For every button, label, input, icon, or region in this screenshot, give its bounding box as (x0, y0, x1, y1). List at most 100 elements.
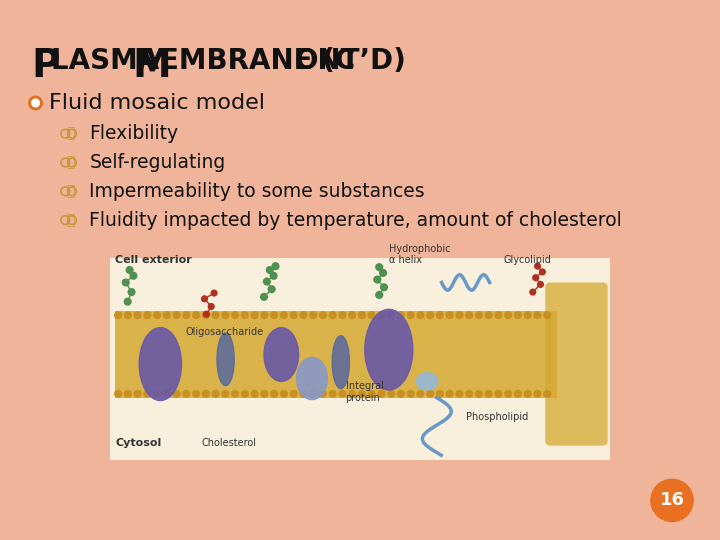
Circle shape (251, 312, 258, 319)
Circle shape (381, 284, 387, 291)
Circle shape (281, 390, 287, 397)
Circle shape (271, 390, 277, 397)
Circle shape (300, 390, 307, 397)
Circle shape (202, 390, 210, 397)
Ellipse shape (139, 328, 181, 401)
Text: 16: 16 (660, 491, 685, 509)
Text: M: M (133, 48, 171, 85)
Text: ⦿: ⦿ (66, 156, 74, 170)
Circle shape (261, 294, 267, 300)
Circle shape (397, 312, 404, 319)
Circle shape (193, 312, 199, 319)
Circle shape (524, 390, 531, 397)
Circle shape (376, 264, 382, 271)
Circle shape (408, 390, 414, 397)
Circle shape (163, 312, 170, 319)
Circle shape (208, 303, 214, 309)
Circle shape (222, 312, 229, 319)
Circle shape (211, 290, 217, 296)
Circle shape (32, 99, 40, 107)
FancyBboxPatch shape (545, 282, 608, 446)
Circle shape (530, 289, 536, 295)
Circle shape (183, 390, 189, 397)
Circle shape (122, 279, 129, 286)
Ellipse shape (217, 333, 234, 386)
Text: Cytosol: Cytosol (115, 438, 161, 448)
Circle shape (476, 390, 482, 397)
Circle shape (378, 312, 384, 319)
Circle shape (154, 390, 161, 397)
Ellipse shape (417, 373, 438, 390)
Circle shape (485, 312, 492, 319)
Circle shape (388, 312, 395, 319)
Circle shape (134, 312, 141, 319)
Circle shape (114, 390, 122, 397)
Circle shape (290, 390, 297, 397)
Circle shape (202, 296, 207, 302)
Circle shape (114, 312, 122, 319)
Circle shape (359, 312, 365, 319)
Circle shape (505, 390, 511, 397)
Circle shape (378, 390, 384, 397)
Circle shape (544, 390, 551, 397)
Circle shape (495, 390, 502, 397)
Circle shape (408, 312, 414, 319)
Text: P: P (32, 48, 60, 85)
Circle shape (374, 276, 381, 283)
Circle shape (300, 312, 307, 319)
Circle shape (539, 269, 545, 275)
Circle shape (174, 312, 180, 319)
Text: Fluid mosaic model: Fluid mosaic model (49, 93, 265, 113)
Circle shape (174, 390, 180, 397)
Text: Glycolipid: Glycolipid (504, 255, 552, 265)
Circle shape (310, 390, 317, 397)
Text: LASMA: LASMA (51, 48, 169, 75)
Circle shape (369, 312, 375, 319)
Circle shape (241, 312, 248, 319)
Circle shape (261, 390, 268, 397)
Circle shape (339, 390, 346, 397)
Circle shape (329, 390, 336, 397)
Circle shape (388, 390, 395, 397)
Circle shape (128, 289, 135, 295)
Circle shape (251, 390, 258, 397)
Text: EMBRANE (C: EMBRANE (C (160, 48, 355, 75)
Circle shape (126, 267, 133, 273)
Text: ⦿: ⦿ (66, 127, 74, 141)
Ellipse shape (264, 328, 299, 381)
Circle shape (524, 312, 531, 319)
Circle shape (427, 312, 433, 319)
Circle shape (134, 390, 141, 397)
Circle shape (476, 312, 482, 319)
Text: Flexibility: Flexibility (89, 124, 179, 143)
Circle shape (232, 390, 238, 397)
Circle shape (183, 312, 189, 319)
Circle shape (397, 390, 404, 397)
Circle shape (232, 312, 238, 319)
Circle shape (495, 312, 502, 319)
Circle shape (320, 390, 326, 397)
Text: Fluidity impacted by temperature, amount of cholesterol: Fluidity impacted by temperature, amount… (89, 211, 622, 229)
Circle shape (281, 312, 287, 319)
Circle shape (505, 312, 511, 319)
Text: ⦿: ⦿ (66, 184, 74, 198)
Circle shape (376, 292, 382, 298)
Circle shape (125, 312, 131, 319)
Circle shape (163, 390, 170, 397)
Text: Integral
protein: Integral protein (346, 381, 384, 402)
Circle shape (369, 390, 375, 397)
Text: ONT’D): ONT’D) (294, 48, 407, 75)
Circle shape (125, 298, 131, 305)
Circle shape (446, 312, 453, 319)
Circle shape (193, 390, 199, 397)
Circle shape (485, 390, 492, 397)
Circle shape (290, 312, 297, 319)
Circle shape (204, 311, 210, 317)
Circle shape (202, 312, 210, 319)
Circle shape (261, 312, 268, 319)
Circle shape (446, 390, 453, 397)
Text: Impermeability to some substances: Impermeability to some substances (89, 182, 425, 201)
Circle shape (212, 312, 219, 319)
Text: ⦿: ⦿ (66, 213, 74, 227)
Circle shape (466, 390, 472, 397)
